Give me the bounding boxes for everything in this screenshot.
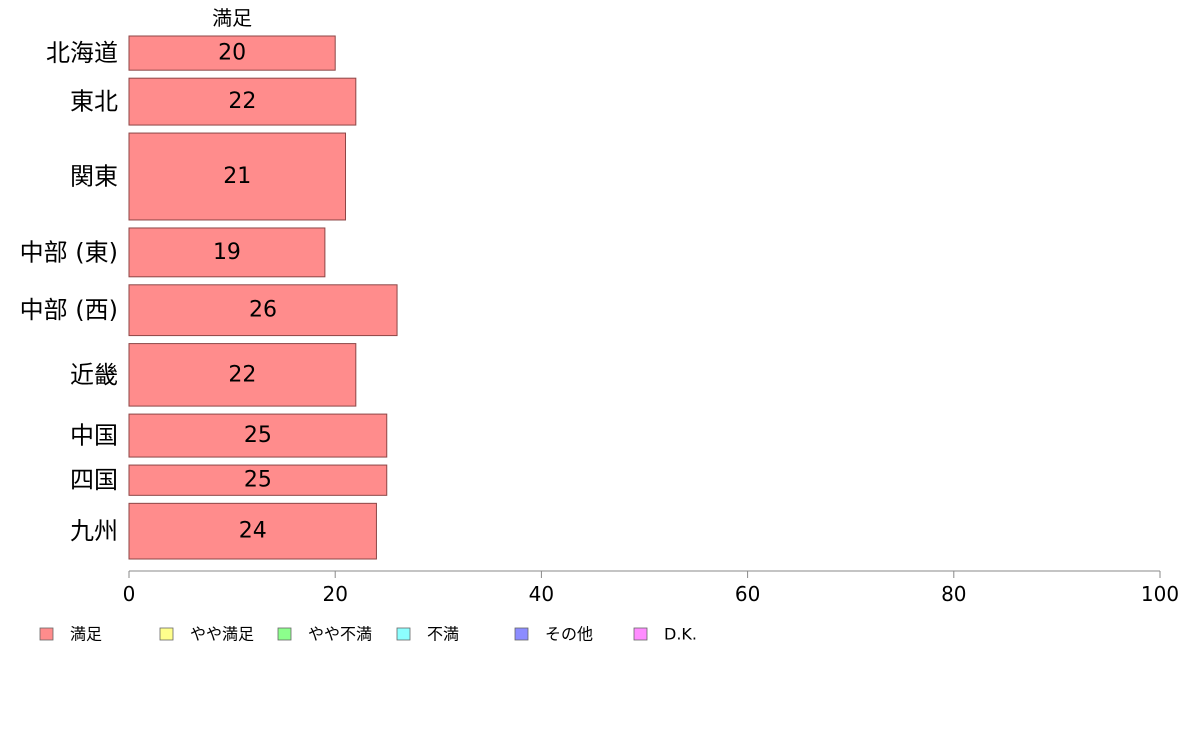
legend-swatch-5 bbox=[633, 627, 648, 641]
legend-swatch-2 bbox=[277, 627, 292, 641]
x-tick-label-0: 0 bbox=[123, 582, 136, 606]
value-label-2-series-0: 21 bbox=[223, 164, 251, 189]
category-label-4: 中部 (西) bbox=[20, 296, 118, 324]
category-label-6: 中国 bbox=[70, 422, 118, 450]
bar-0-series-0 bbox=[128, 35, 336, 71]
legend-swatch-1 bbox=[159, 627, 174, 641]
bar-1-series-0 bbox=[128, 77, 357, 126]
category-label-0: 北海道 bbox=[46, 39, 118, 67]
bar-8-series-0 bbox=[128, 502, 377, 560]
series-header-label: 満足 bbox=[212, 6, 252, 30]
legend-label-2: やや不満 bbox=[308, 625, 372, 644]
category-label-2: 関東 bbox=[70, 163, 118, 191]
x-tick-label-3: 60 bbox=[735, 582, 760, 606]
category-label-8: 九州 bbox=[70, 517, 118, 545]
bar-3-series-0 bbox=[128, 227, 326, 278]
value-label-6-series-0: 25 bbox=[244, 423, 272, 448]
bar-4-series-0 bbox=[128, 284, 398, 337]
legend: 満足 やや満足 やや不満 不満 その他 D.K. bbox=[39, 625, 697, 644]
x-tick-label-1: 20 bbox=[322, 582, 347, 606]
value-label-3-series-0: 19 bbox=[213, 240, 241, 265]
value-label-7-series-0: 25 bbox=[244, 468, 272, 493]
value-label-1-series-0: 22 bbox=[228, 89, 256, 114]
bars-layer: 20 北海道 22 東北 21 関東 19 中部 (東) 26 中部 (西) 22 近畿 25 中国 25 四… bbox=[20, 35, 398, 560]
value-label-4-series-0: 26 bbox=[249, 298, 277, 323]
legend-label-4: その他 bbox=[545, 625, 593, 644]
bar-7-series-0 bbox=[128, 464, 388, 496]
legend-swatch-0 bbox=[39, 627, 54, 641]
category-label-7: 四国 bbox=[70, 466, 118, 494]
category-label-3: 中部 (東) bbox=[20, 238, 118, 266]
category-label-5: 近畿 bbox=[70, 361, 118, 389]
bar-2-series-0 bbox=[128, 132, 347, 221]
value-label-0-series-0: 20 bbox=[218, 41, 246, 66]
legend-label-1: やや満足 bbox=[190, 625, 254, 644]
legend-label-5: D.K. bbox=[664, 625, 697, 644]
x-tick-label-2: 40 bbox=[529, 582, 554, 606]
legend-swatch-4 bbox=[514, 627, 529, 641]
value-label-5-series-0: 22 bbox=[228, 362, 256, 387]
value-label-8-series-0: 24 bbox=[239, 519, 267, 544]
legend-label-0: 満足 bbox=[70, 625, 102, 644]
x-axis: 0 20 40 60 80 100 bbox=[123, 570, 1179, 606]
legend-swatch-3 bbox=[396, 627, 411, 641]
x-tick-label-5: 100 bbox=[1141, 582, 1179, 606]
legend-label-3: 不満 bbox=[427, 625, 459, 644]
bar-6-series-0 bbox=[128, 413, 388, 458]
bar-5-series-0 bbox=[128, 343, 357, 407]
x-tick-label-4: 80 bbox=[941, 582, 966, 606]
category-label-1: 東北 bbox=[70, 88, 118, 116]
